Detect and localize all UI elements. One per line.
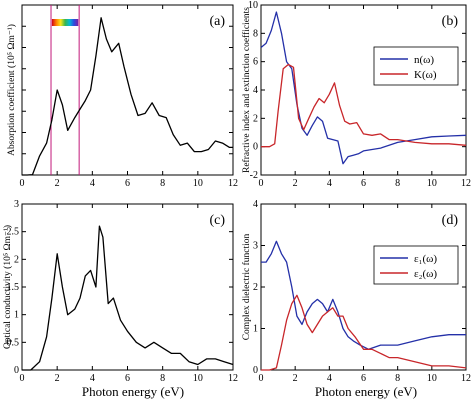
panel-label-c: (c)	[209, 213, 225, 228]
y-tick-label-b: 4	[253, 85, 258, 96]
y-tick-label-c: 0	[14, 365, 19, 376]
x-tick-label-b: 2	[293, 178, 298, 189]
x-tick-label-b: 0	[259, 178, 264, 189]
y-tick-label-c: 1	[14, 310, 19, 321]
x-tick-label-b: 6	[361, 178, 366, 189]
x-tick-label-c: 0	[20, 373, 25, 384]
x-tick-label-b: 4	[327, 178, 332, 189]
y-tick-label-c: 1.5	[7, 282, 20, 293]
x-tick-label-c: 10	[193, 373, 203, 384]
series-line-b-2	[261, 63, 467, 148]
series-line-a-1	[22, 17, 233, 176]
x-tick-label-a: 0	[20, 178, 25, 189]
series-line-d-2	[261, 294, 467, 371]
plot-frame-a	[21, 4, 234, 176]
y-tick-label-b: 6	[253, 57, 258, 68]
y-tick-label-c: 0.5	[7, 337, 20, 348]
x-tick-label-d: 2	[293, 373, 298, 384]
x-tick-label-c: 12	[228, 373, 238, 384]
x-tick-label-b: 8	[395, 178, 400, 189]
legend-box-b	[373, 46, 459, 86]
panel-label-d: (d)	[442, 213, 459, 228]
x-axis-label-left: Photon energy (eV)	[82, 384, 184, 399]
panel-c: 0 2 4 6 8 10 12 0 0.5 1 1.5 2 2.5 3 Optical conductivi…	[2, 199, 238, 384]
x-tick-label-d: 12	[461, 373, 471, 384]
y-tick-label-d: 2	[253, 282, 258, 293]
y-axis-label-c: Optical conductivity (10⁵ Ωm⁻¹)	[2, 225, 13, 349]
y-axis-label-d: Complex dielectric function	[241, 233, 252, 340]
series-line-c-1	[22, 225, 234, 371]
y-tick-label-d: 0	[253, 365, 258, 376]
series-line-b-1	[260, 11, 467, 165]
x-tick-label-b: 10	[427, 178, 437, 189]
y-tick-label-b: 2	[253, 113, 258, 124]
x-tick-label-b: 12	[461, 178, 471, 189]
x-tick-label-a: 4	[90, 178, 95, 189]
x-tick-label-d: 8	[395, 373, 400, 384]
x-tick-label-a: 2	[55, 178, 60, 189]
y-axis-label-a: Absorption coefficient (10⁵ Ωm⁻¹)	[6, 24, 17, 156]
visible-spectrum-bar	[51, 19, 79, 26]
legend-label-d: ε₁(ω)	[414, 253, 437, 265]
legend-box-d	[373, 245, 459, 285]
y-tick-label-c: 2.5	[7, 227, 20, 238]
x-tick-label-c: 2	[55, 373, 60, 384]
y-tick-label-c: 2	[14, 254, 19, 265]
plot-frame-b	[260, 4, 467, 176]
x-tick-label-c: 4	[90, 373, 95, 384]
y-tick-label-d: 1	[253, 324, 258, 335]
panel-label-a: (a)	[209, 14, 225, 29]
panel-label-b: (b)	[442, 14, 459, 29]
y-tick-label-d: 4	[253, 199, 258, 210]
y-tick-label-b: -2	[250, 170, 258, 181]
y-tick-label-b: 0	[253, 142, 258, 153]
x-tick-label-a: 12	[228, 178, 238, 189]
x-tick-label-d: 6	[361, 373, 366, 384]
y-tick-label-c: 3	[14, 199, 19, 210]
x-tick-label-a: 10	[193, 178, 203, 189]
legend-label-b: n(ω)	[414, 54, 434, 66]
x-tick-label-a: 6	[125, 178, 130, 189]
x-tick-label-c: 6	[125, 373, 130, 384]
x-tick-label-d: 10	[427, 373, 437, 384]
x-tick-label-c: 8	[160, 373, 165, 384]
legend-label-d: ε₂(ω)	[414, 268, 437, 280]
y-tick-label-b: 8	[253, 28, 258, 39]
x-tick-label-a: 8	[160, 178, 165, 189]
y-axis-label-b: Refractive index and extinction coeffici…	[241, 7, 252, 173]
legend-label-b: K(ω)	[414, 69, 437, 81]
panel-a: 0 2 4 6 8 10 12 Absorption coefficient (10⁵ Ωm⁻…	[6, 4, 238, 189]
y-tick-label-d: 3	[253, 241, 258, 252]
y-tick-label-b: 10	[248, 0, 258, 11]
x-tick-label-d: 4	[327, 373, 332, 384]
x-tick-label-d: 0	[259, 373, 264, 384]
x-axis-label-right: Photon energy (eV)	[315, 384, 417, 399]
